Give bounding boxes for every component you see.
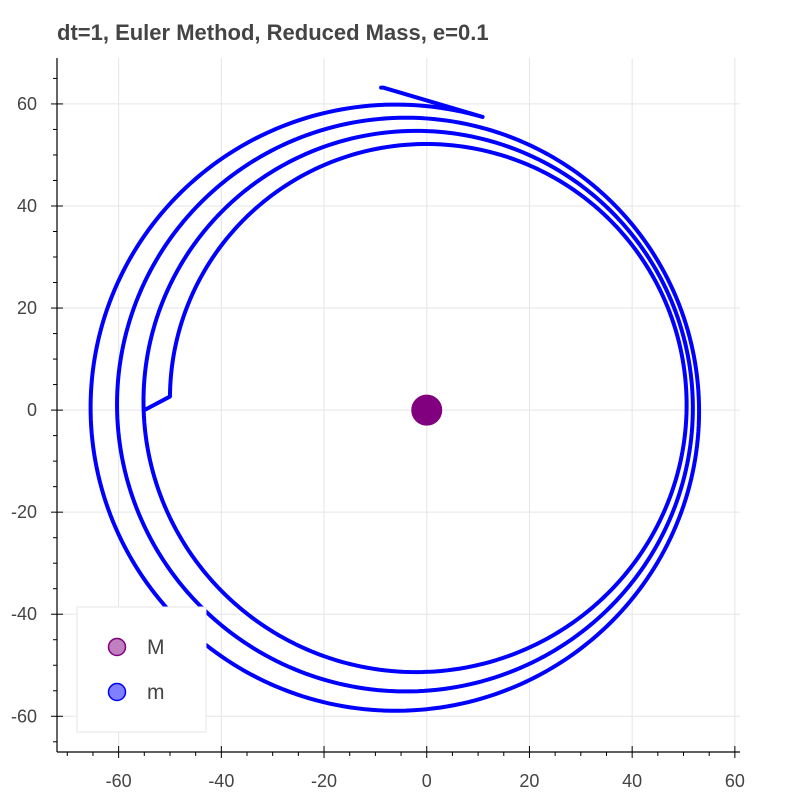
chart-title: dt=1, Euler Method, Reduced Mass, e=0.1 [57,20,489,45]
y-tick-label: 20 [17,298,37,318]
y-tick-label: 40 [17,196,37,216]
x-tick-label: 40 [622,771,642,791]
y-tick-label: -40 [11,604,37,624]
y-tick-label: -20 [11,502,37,522]
y-tick-label: 0 [27,400,37,420]
legend-label-m: m [147,681,165,704]
legend-marker-m [107,682,127,702]
x-tick-label: -60 [106,771,132,791]
y-tick-label: -60 [11,706,37,726]
legend-box [76,606,207,733]
central-mass [411,394,443,426]
orbit-path [88,85,702,713]
legend-marker-M [107,637,127,657]
x-tick-label: -20 [311,771,337,791]
x-tick-label: 20 [519,771,539,791]
x-tick-label: 0 [422,771,432,791]
series-M-point [411,394,443,426]
legend: Mm [76,606,207,733]
x-tick-label: 60 [725,771,745,791]
x-tick-label: -40 [208,771,234,791]
y-tick-label: 60 [17,94,37,114]
axes: -60 -40 -20 0 20 40 60 -60 -40 -20 0 20 40 60 [11,58,745,791]
series-m-line [88,85,702,713]
legend-label-M: M [147,636,165,659]
